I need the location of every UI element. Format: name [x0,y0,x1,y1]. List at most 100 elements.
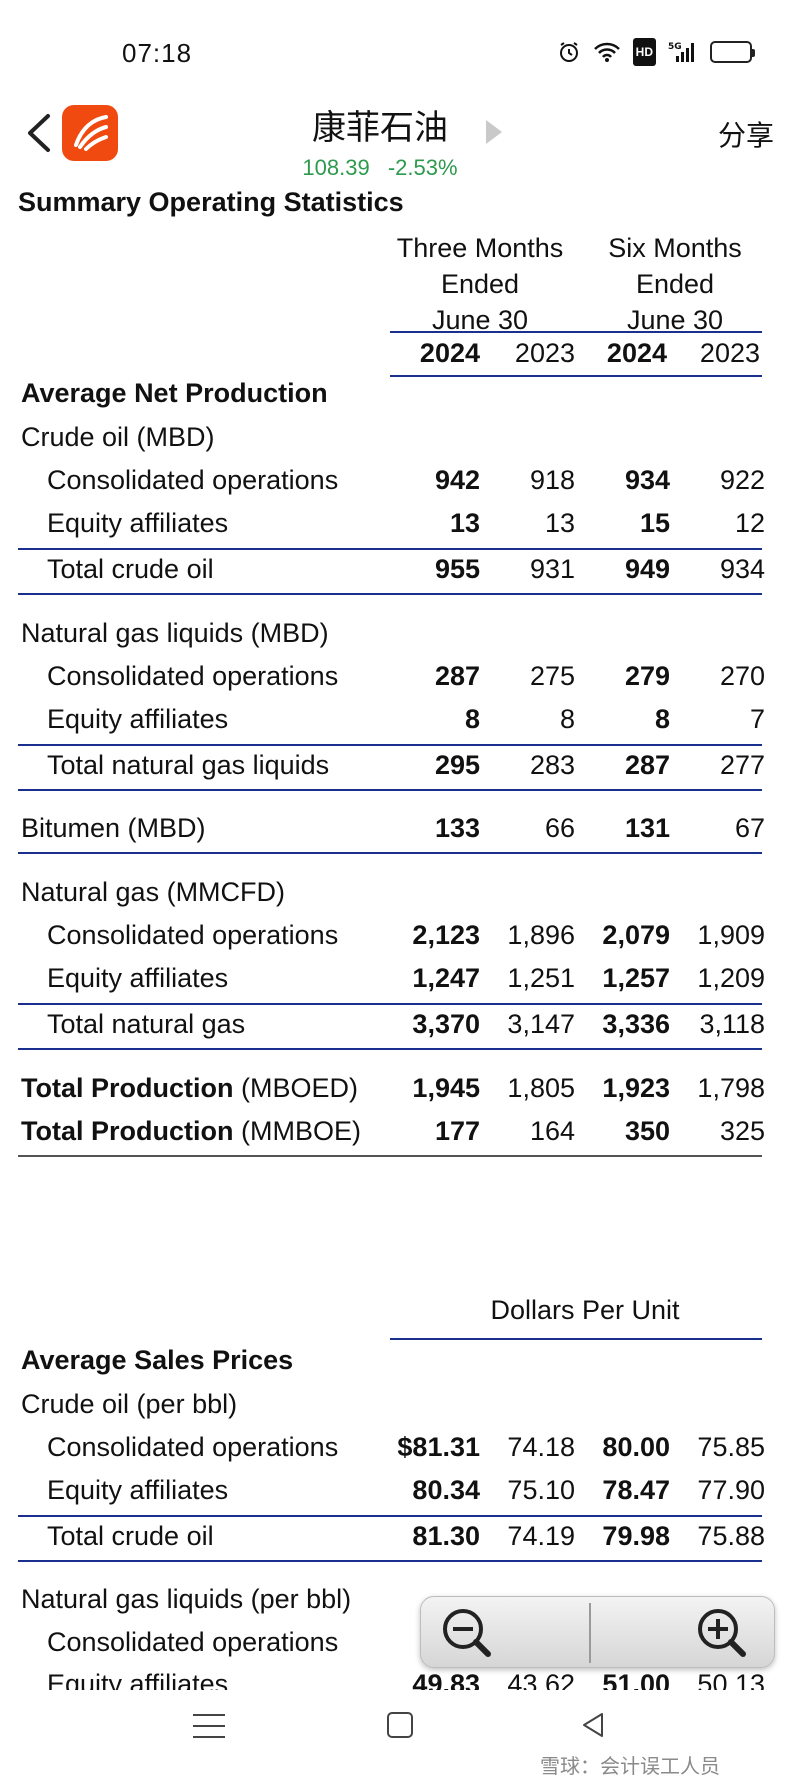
value-cell: 78.47 [602,1475,670,1505]
col-group-three-months: Three Months Ended June 30 [390,230,570,338]
next-stock-icon[interactable] [486,120,502,144]
value-cell: 1,209 [697,963,765,993]
stock-change: -2.53% [387,155,458,180]
value-cell: 277 [719,750,765,780]
value-cell: 1,798 [697,1073,765,1103]
row-label: Total crude oil [47,1521,214,1551]
value-cell: 15 [639,508,670,538]
row-rule [18,593,762,595]
zoom-divider [589,1603,591,1663]
dollars-per-unit-heading: Dollars Per Unit [490,1295,680,1325]
value-cell: 1,247 [412,963,480,993]
zoom-out-icon [443,1609,491,1657]
row-label: Natural gas liquids (MBD) [21,618,329,648]
table-row: Consolidated operations 942 918 934 922 [0,465,800,505]
col-group-line: Ended [440,269,520,299]
row-label: Consolidated operations [47,661,339,691]
zoom-in-icon [698,1609,746,1657]
value-cell: 949 [624,554,670,584]
value-cell: $81.31 [397,1432,480,1462]
row-label: Equity affiliates [47,1669,229,1690]
section-heading: Average Sales Prices [0,1345,800,1385]
value-cell: 934 [719,554,765,584]
status-icons: HD 5G [557,38,755,66]
table-row: Equity affiliates 49.83 43.62 51.00 50.1… [0,1669,800,1690]
value-cell: 8 [559,704,575,734]
back-button[interactable] [18,108,58,158]
value-cell: 164 [529,1116,575,1146]
value-cell: 12 [734,508,765,538]
table-row: Total natural gas 3,370 3,147 3,336 3,11… [0,1009,800,1049]
app-logo-icon [62,105,118,161]
menu-icon[interactable] [193,1714,225,1747]
row-label: Total crude oil [47,554,214,584]
back-nav-icon[interactable] [578,1710,608,1745]
row-label: Crude oil (MBD) [21,422,215,452]
watermark: 雪球：会计误工人员 [540,1754,720,1778]
row-label-bold: Total Production [21,1116,234,1146]
table-row: Bitumen (MBD) 133 66 131 67 [0,813,800,853]
year-col-4: 2023 [699,338,760,368]
row-rule [18,1560,762,1562]
row-label-unit: (MMBOE) [233,1116,361,1146]
value-cell: 279 [624,661,670,691]
row-label-bold: Total Production [21,1073,234,1103]
row-label: Natural gas liquids (per bbl) [21,1584,352,1614]
value-cell: 1,909 [697,920,765,950]
home-icon[interactable] [387,1712,413,1738]
value-cell: 8 [654,704,670,734]
signal-5g-icon: 5G [668,38,698,66]
table-row: Equity affiliates 1,247 1,251 1,257 1,20… [0,963,800,1003]
value-cell: 350 [624,1116,670,1146]
value-cell: 49.83 [412,1669,480,1690]
zoom-in-button[interactable] [686,1605,766,1661]
value-cell: 8 [464,704,480,734]
zoom-controls [420,1596,775,1668]
row-rule [18,1515,762,1517]
value-cell: 3,336 [602,1009,670,1039]
document-view[interactable]: Summary Operating Statistics Three Month… [0,175,800,1690]
row-rule [18,1155,762,1157]
stock-price: 108.39 [302,155,370,180]
row-label: Natural gas (MMCFD) [21,877,286,907]
row-rule [18,1003,762,1005]
value-cell: 74.18 [507,1432,575,1462]
year-col-3: 2024 [606,338,667,368]
row-rule [18,1048,762,1050]
group-label: Natural gas liquids (per bbl) [0,1584,800,1624]
row-label: Bitumen (MBD) [21,813,206,843]
group-label: Natural gas liquids (MBD) [0,618,800,658]
row-label: Total natural gas [47,1009,246,1039]
table-row: Total natural gas liquids 295 283 287 27… [0,750,800,790]
row-label: Total Production (MBOED) [21,1073,358,1104]
app-header: 康菲石油 108.39 -2.53% 分享 [0,100,800,180]
row-label-unit: (MBOED) [233,1073,358,1103]
value-cell: 7 [749,704,765,734]
document-title: Summary Operating Statistics [18,187,404,217]
system-nav-bar: 雪球：会计误工人员 [0,1690,800,1787]
col-group-six-months: Six Months Ended June 30 [585,230,765,338]
row-rule [18,548,762,550]
value-cell: 177 [434,1116,480,1146]
value-cell: 325 [719,1116,765,1146]
col-group-line: Six Months [608,233,742,263]
alarm-icon [557,38,581,66]
value-cell: 287 [624,750,670,780]
table-row: Total crude oil 955 931 949 934 [0,554,800,594]
row-label: Equity affiliates [47,963,229,993]
share-button[interactable]: 分享 [717,119,774,152]
header-rule [390,331,762,333]
value-cell: 270 [719,661,765,691]
row-label: Consolidated operations [47,465,339,495]
zoom-out-button[interactable] [431,1605,511,1661]
value-cell: 2,123 [412,920,480,950]
value-cell: 131 [624,813,670,843]
row-label: Equity affiliates [47,1475,229,1505]
table-row: Total crude oil 81.30 74.19 79.98 75.88 [0,1521,800,1561]
value-cell: 50.13 [697,1669,765,1690]
col-group-line: June 30 [431,305,529,335]
section-heading: Average Net Production [0,378,800,418]
value-cell: 283 [529,750,575,780]
col-group-line: Ended [635,269,715,299]
row-label: Average Sales Prices [21,1345,294,1375]
